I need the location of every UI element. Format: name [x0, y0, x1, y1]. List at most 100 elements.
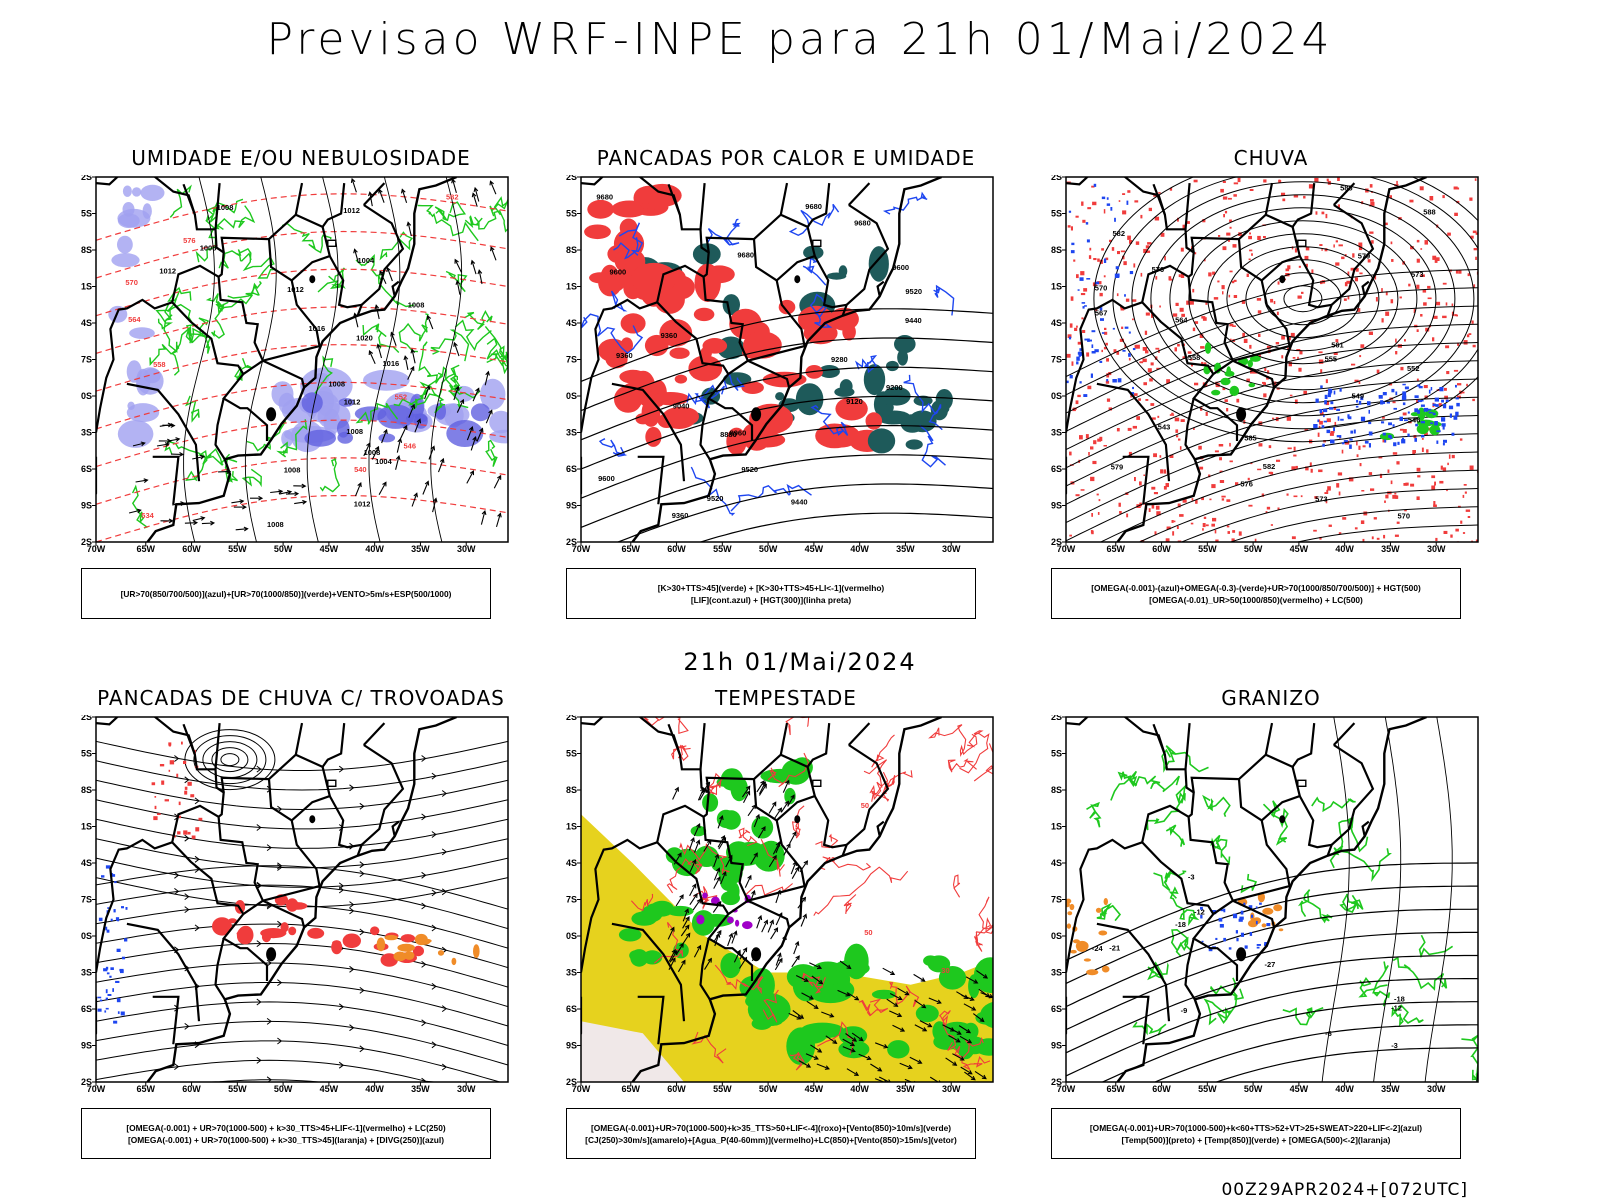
lat-tick-label: 27S [566, 895, 577, 905]
lon-tick-label: 40W [850, 1084, 869, 1094]
lat-tick-label: 21S [566, 282, 577, 292]
contour-label: 573 [1411, 270, 1424, 279]
contour-label: 549 [1352, 392, 1365, 401]
contour-label: 9440 [905, 316, 922, 325]
lat-tick-label: 18S [81, 785, 92, 795]
contour-label: 558 [1188, 353, 1201, 362]
map-fields [96, 177, 508, 542]
contour-label: 9040 [673, 402, 690, 411]
legend-line: [CJ(250)>30m/s](amarelo)+[Agua_P(40-60mm… [585, 1134, 957, 1145]
contour-label: 570 [1095, 283, 1108, 292]
panel-title: TEMPESTADE [715, 686, 857, 710]
coastline [1116, 717, 1427, 1082]
lat-tick-label: 12S [81, 175, 92, 182]
contour-label: 9680 [596, 192, 613, 201]
lon-tick-label: 55W [228, 1084, 247, 1094]
contour-label: 9520 [707, 494, 724, 503]
contour-label: 540 [354, 465, 367, 474]
lat-tick-label: 30S [81, 931, 92, 941]
lon-tick-label: 40W [365, 1084, 384, 1094]
lat-tick-label: 33S [81, 428, 92, 438]
lat-tick-label: 21S [81, 282, 92, 292]
contour-label: 570 [125, 278, 138, 287]
lat-tick-label: 24S [81, 858, 92, 868]
lon-tick-label: 50W [1244, 1084, 1263, 1094]
lat-tick-label: 42S [566, 537, 577, 547]
lon-tick-label: 30W [942, 544, 961, 554]
lon-tick-label: 45W [320, 1084, 339, 1094]
lon-tick-label: 30W [457, 544, 476, 554]
lat-tick-label: 33S [1051, 428, 1062, 438]
lon-tick-label: 60W [182, 1084, 201, 1094]
lon-tick-label: 60W [667, 1084, 686, 1094]
lat-tick-label: 42S [1051, 537, 1062, 547]
lat-tick-label: 27S [1051, 895, 1062, 905]
contour-label: 564 [1175, 316, 1188, 325]
contour-label: 585 [1244, 433, 1257, 442]
panel-legend: [OMEGA(-0.001)-(azul)+OMEGA(-0.3)-(verde… [1051, 568, 1461, 619]
lat-tick-label: 36S [566, 1004, 577, 1014]
contour-label: 1012 [343, 206, 360, 215]
contour-label: 9600 [610, 268, 627, 277]
lat-tick-label: 30S [1051, 391, 1062, 401]
contour-label: 9360 [661, 331, 678, 340]
lon-tick-label: 60W [182, 544, 201, 554]
lon-tick-label: 30W [942, 1084, 961, 1094]
lon-tick-label: 55W [1198, 544, 1217, 554]
contour-label: 546 [404, 441, 417, 450]
contour-label: 9280 [831, 355, 848, 364]
contour-label: 1008 [328, 379, 345, 388]
contour-label: 9440 [791, 497, 808, 506]
lat-tick-label: 42S [81, 537, 92, 547]
contour-label: 576 [183, 236, 196, 245]
lat-tick-label: 36S [81, 464, 92, 474]
lat-tick-label: 36S [1051, 1004, 1062, 1014]
lat-tick-label: 12S [566, 175, 577, 182]
legend-line: [OMEGA(-0.001)+UR>70(1000-500)+k>35_TTS>… [590, 1122, 952, 1133]
contour-label: 1008 [408, 301, 425, 310]
legend-line: [Temp(500)](preto) + [Temp(850)](verde) … [1121, 1134, 1391, 1145]
granizo-panel: GRANIZO-3-12-18-21-24-27-18-12-9-6-312S1… [1051, 686, 1491, 1176]
lon-tick-label: 65W [137, 1084, 156, 1094]
panel-legend: [OMEGA(-0.001) + UR>70(1000-500) + k>30_… [81, 1108, 491, 1159]
lat-tick-label: 18S [1051, 785, 1062, 795]
contour-label: 1004 [358, 256, 376, 265]
forecast-map: -3-12-18-21-24-27-18-12-9-6-312S15S18S21… [1051, 715, 1479, 1094]
contour-label: 582 [1263, 462, 1276, 471]
contour-label: 1008 [364, 448, 381, 457]
lat-tick-label: 30S [1051, 931, 1062, 941]
contour-label: 1012 [287, 285, 304, 294]
forecast-map: 585 588 582 579 576 573 570 567 564 561 558 555 552 5… [1051, 175, 1479, 554]
contour-label: -18 [1175, 920, 1186, 929]
panel-title: PANCADAS POR CALOR E UMIDADE [596, 146, 976, 170]
pancadas-trovoadas-panel: PANCADAS DE CHUVA C/ TROVOADAS 12S 15S 18S 2… [81, 686, 521, 1176]
coastline [631, 717, 942, 1082]
contour-label: 9600 [598, 474, 615, 483]
lon-tick-label: 45W [1290, 1084, 1309, 1094]
contour-label: -6 [1325, 1029, 1332, 1038]
contour-label: 555 [1325, 355, 1338, 364]
lon-tick-label: 55W [713, 544, 732, 554]
panel-legend: [OMEGA(-0.001)+UR>70(1000-500)+k<60+TTS>… [1051, 1108, 1461, 1159]
contour-label: 30 [941, 966, 949, 975]
lat-tick-label: 12S [1051, 175, 1062, 182]
lon-tick-label: 70W [1057, 544, 1076, 554]
lon-tick-label: 55W [228, 544, 247, 554]
legend-line: [LIF](cont.azul) + [HGT(300)](linha pret… [690, 594, 852, 605]
lat-tick-label: 12S [566, 715, 577, 722]
lon-tick-label: 70W [572, 544, 591, 554]
lat-tick-label: 15S [566, 209, 577, 219]
lon-tick-label: 35W [411, 544, 430, 554]
panel-title: UMIDADE E/OU NEBULOSIDADE [131, 146, 471, 170]
contour-label: 1008 [346, 427, 363, 436]
lon-tick-label: 50W [1244, 544, 1263, 554]
contour-label: 534 [141, 511, 154, 520]
contour-label: 579 [1358, 252, 1371, 261]
contour-label: 558 [153, 360, 166, 369]
contour-label: -12 [1194, 908, 1205, 917]
forecast-map: 5040503012S15S18S21S24S27S30S33S36S39S42… [566, 715, 994, 1094]
contour-label: 1008 [267, 520, 284, 529]
lat-tick-label: 39S [81, 501, 92, 511]
lat-tick-label: 15S [566, 749, 577, 759]
contour-label: 50 [861, 801, 869, 810]
